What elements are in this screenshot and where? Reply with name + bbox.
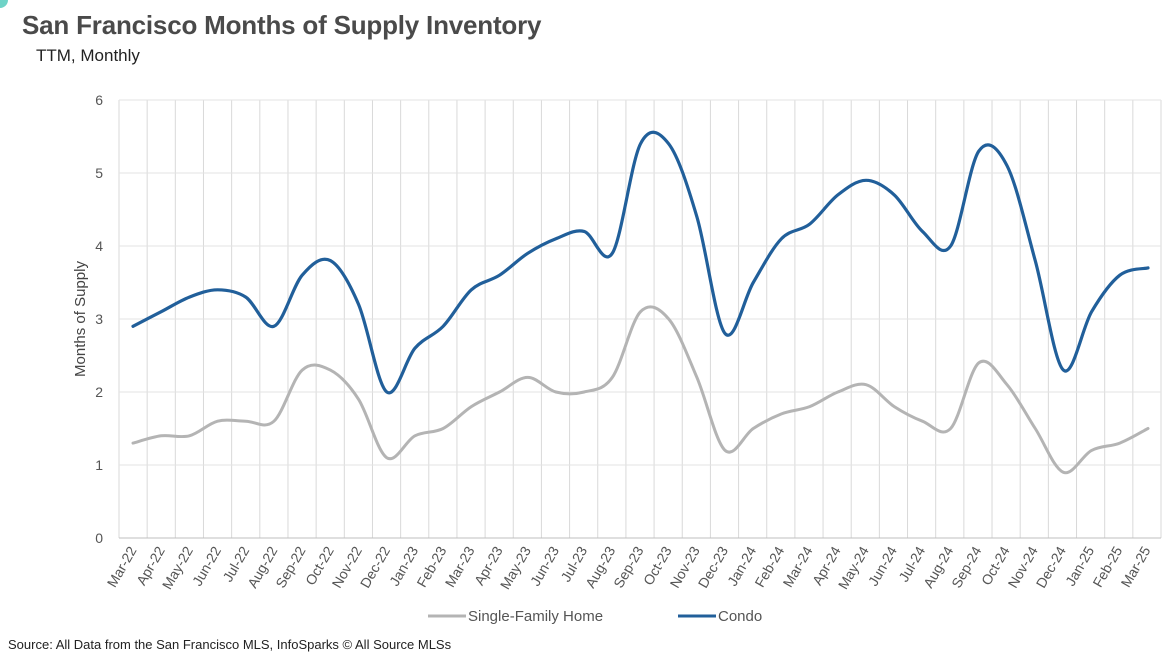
source-note: Source: All Data from the San Francisco … <box>8 637 452 652</box>
x-tick-label: Jun-23 <box>527 543 562 588</box>
series-lines <box>131 130 1150 475</box>
y-tick-label: 0 <box>95 530 103 546</box>
legend: Single-Family Home Condo <box>428 608 762 625</box>
series-line-single-family-home <box>131 305 1150 475</box>
x-tick-label: Jun-24 <box>865 543 900 588</box>
y-tick-label: 2 <box>95 384 103 400</box>
x-tick-label: Mar-22 <box>104 543 140 590</box>
y-axis-label: Months of Supply <box>72 261 89 377</box>
y-tick-label: 3 <box>95 311 103 327</box>
legend-label: Condo <box>718 608 762 625</box>
x-tick-label: Jun-22 <box>189 543 224 588</box>
legend-label: Single-Family Home <box>468 608 603 625</box>
y-axis-ticks: 0 1 2 3 4 5 6 <box>95 92 103 546</box>
x-axis-ticks: Mar-22Apr-22May-22Jun-22Jul-22Aug-22Sep-… <box>104 543 1154 592</box>
chart-title: San Francisco Months of Supply Inventory <box>22 10 542 40</box>
y-tick-label: 1 <box>95 457 103 473</box>
y-tick-label: 6 <box>95 92 103 108</box>
y-tick-label: 4 <box>95 238 103 254</box>
gridlines <box>118 99 1162 539</box>
y-tick-label: 5 <box>95 165 103 181</box>
corner-accent <box>0 0 8 8</box>
chart-subtitle: TTM, Monthly <box>36 46 140 65</box>
series-line-condo <box>131 130 1150 395</box>
